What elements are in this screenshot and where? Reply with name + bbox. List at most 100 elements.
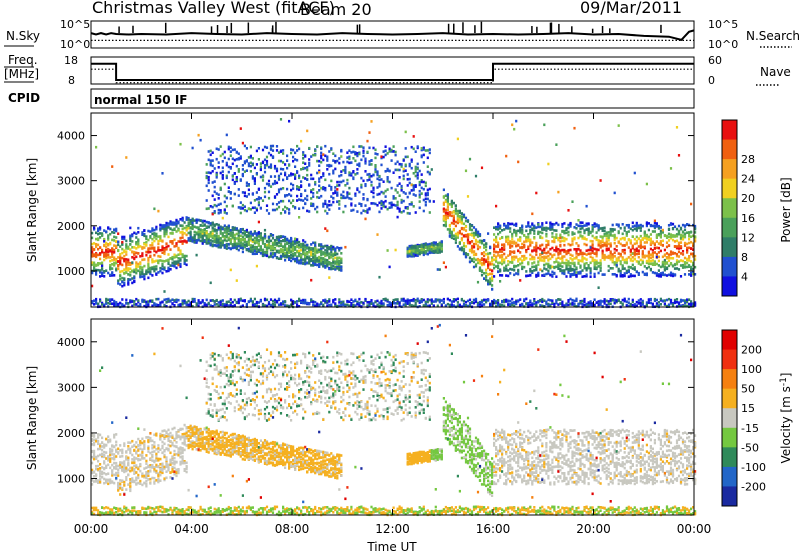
power-cell xyxy=(223,200,226,204)
power-cell xyxy=(338,161,341,165)
power-cell xyxy=(229,197,232,200)
power-cell xyxy=(243,160,246,163)
power-cell xyxy=(294,239,297,243)
power-cell xyxy=(468,302,472,305)
power-cell xyxy=(448,224,451,228)
power-cell xyxy=(505,298,508,302)
power-cell xyxy=(181,236,184,239)
power-cell xyxy=(591,304,594,308)
power-cell xyxy=(255,234,258,237)
power-cell xyxy=(284,243,287,246)
power-cell xyxy=(241,250,244,254)
power-cell xyxy=(334,256,337,260)
power-cell xyxy=(103,303,106,307)
power-cell xyxy=(175,230,178,233)
power-cell xyxy=(462,244,466,248)
power-cell xyxy=(438,243,441,247)
power-cell xyxy=(376,186,379,189)
power-cell xyxy=(408,301,411,304)
power-cell xyxy=(284,304,287,307)
power-cell xyxy=(139,262,142,265)
power-cell xyxy=(227,190,230,193)
power-cell xyxy=(296,303,299,306)
power-cell xyxy=(111,165,114,168)
power-cell xyxy=(290,303,293,307)
power-cell xyxy=(390,203,393,206)
power-cell xyxy=(503,300,506,304)
power-cell xyxy=(555,301,558,305)
power-cell xyxy=(314,304,317,308)
power-cell xyxy=(541,222,544,225)
power-cell xyxy=(151,274,154,277)
power-cell xyxy=(348,197,351,200)
power-cell xyxy=(444,217,447,220)
power-cell xyxy=(326,203,329,207)
power-cell xyxy=(416,177,419,180)
power-cell xyxy=(239,127,242,130)
power-cell xyxy=(517,238,520,242)
power-cell xyxy=(597,244,600,247)
power-cell xyxy=(575,248,578,251)
power-cell xyxy=(91,236,94,240)
power-cell xyxy=(147,267,150,271)
power-cell xyxy=(583,275,586,278)
power-cell xyxy=(135,268,138,271)
power-cell xyxy=(384,153,387,157)
power-cell xyxy=(237,242,240,246)
power-cell xyxy=(123,268,126,271)
power-cell xyxy=(511,235,514,238)
power-cell xyxy=(145,269,148,272)
power-cell xyxy=(334,268,337,271)
power-cell xyxy=(288,255,291,258)
power-cell xyxy=(533,261,536,264)
power-cell xyxy=(197,238,200,242)
power-cell xyxy=(159,266,162,270)
power-cell xyxy=(143,273,146,276)
power-cell xyxy=(418,193,421,196)
power-cell xyxy=(378,301,381,305)
power-cell xyxy=(306,256,309,260)
power-cell xyxy=(529,273,532,277)
power-cell xyxy=(227,224,230,228)
power-cell xyxy=(400,165,403,168)
power-cell xyxy=(478,261,482,265)
power-cell xyxy=(531,262,534,265)
power-cell xyxy=(533,249,536,252)
power-cell xyxy=(91,271,94,275)
power-cell xyxy=(507,299,510,303)
power-cell xyxy=(466,241,470,245)
power-cell xyxy=(199,138,202,142)
power-cell xyxy=(569,273,572,276)
power-cell xyxy=(348,173,351,177)
power-cell xyxy=(474,252,478,256)
power-cell xyxy=(127,302,130,305)
power-cell xyxy=(551,301,554,304)
power-cell xyxy=(161,225,164,229)
power-cell xyxy=(446,205,449,209)
power-cell xyxy=(157,297,160,301)
power-cell xyxy=(135,261,138,264)
power-cell xyxy=(310,259,313,262)
power-cell xyxy=(603,229,606,233)
power-cell xyxy=(304,155,307,158)
power-cell xyxy=(111,252,114,256)
power-cell xyxy=(302,252,305,256)
power-cell xyxy=(591,230,594,233)
power-cell xyxy=(169,257,172,260)
power-cell xyxy=(442,297,445,301)
power-cell xyxy=(265,243,269,247)
power-cell xyxy=(557,251,560,254)
power-cell xyxy=(91,284,94,288)
power-cell xyxy=(565,303,568,307)
power-cell xyxy=(597,261,600,265)
power-cell xyxy=(330,164,333,168)
power-cell xyxy=(336,258,339,261)
power-cell xyxy=(97,262,100,265)
power-cell xyxy=(410,245,413,249)
power-cell xyxy=(587,232,590,236)
power-cell xyxy=(428,151,431,155)
power-cell xyxy=(553,302,556,306)
power-cell xyxy=(430,251,433,254)
power-cell xyxy=(376,303,379,307)
power-cell xyxy=(227,145,230,149)
